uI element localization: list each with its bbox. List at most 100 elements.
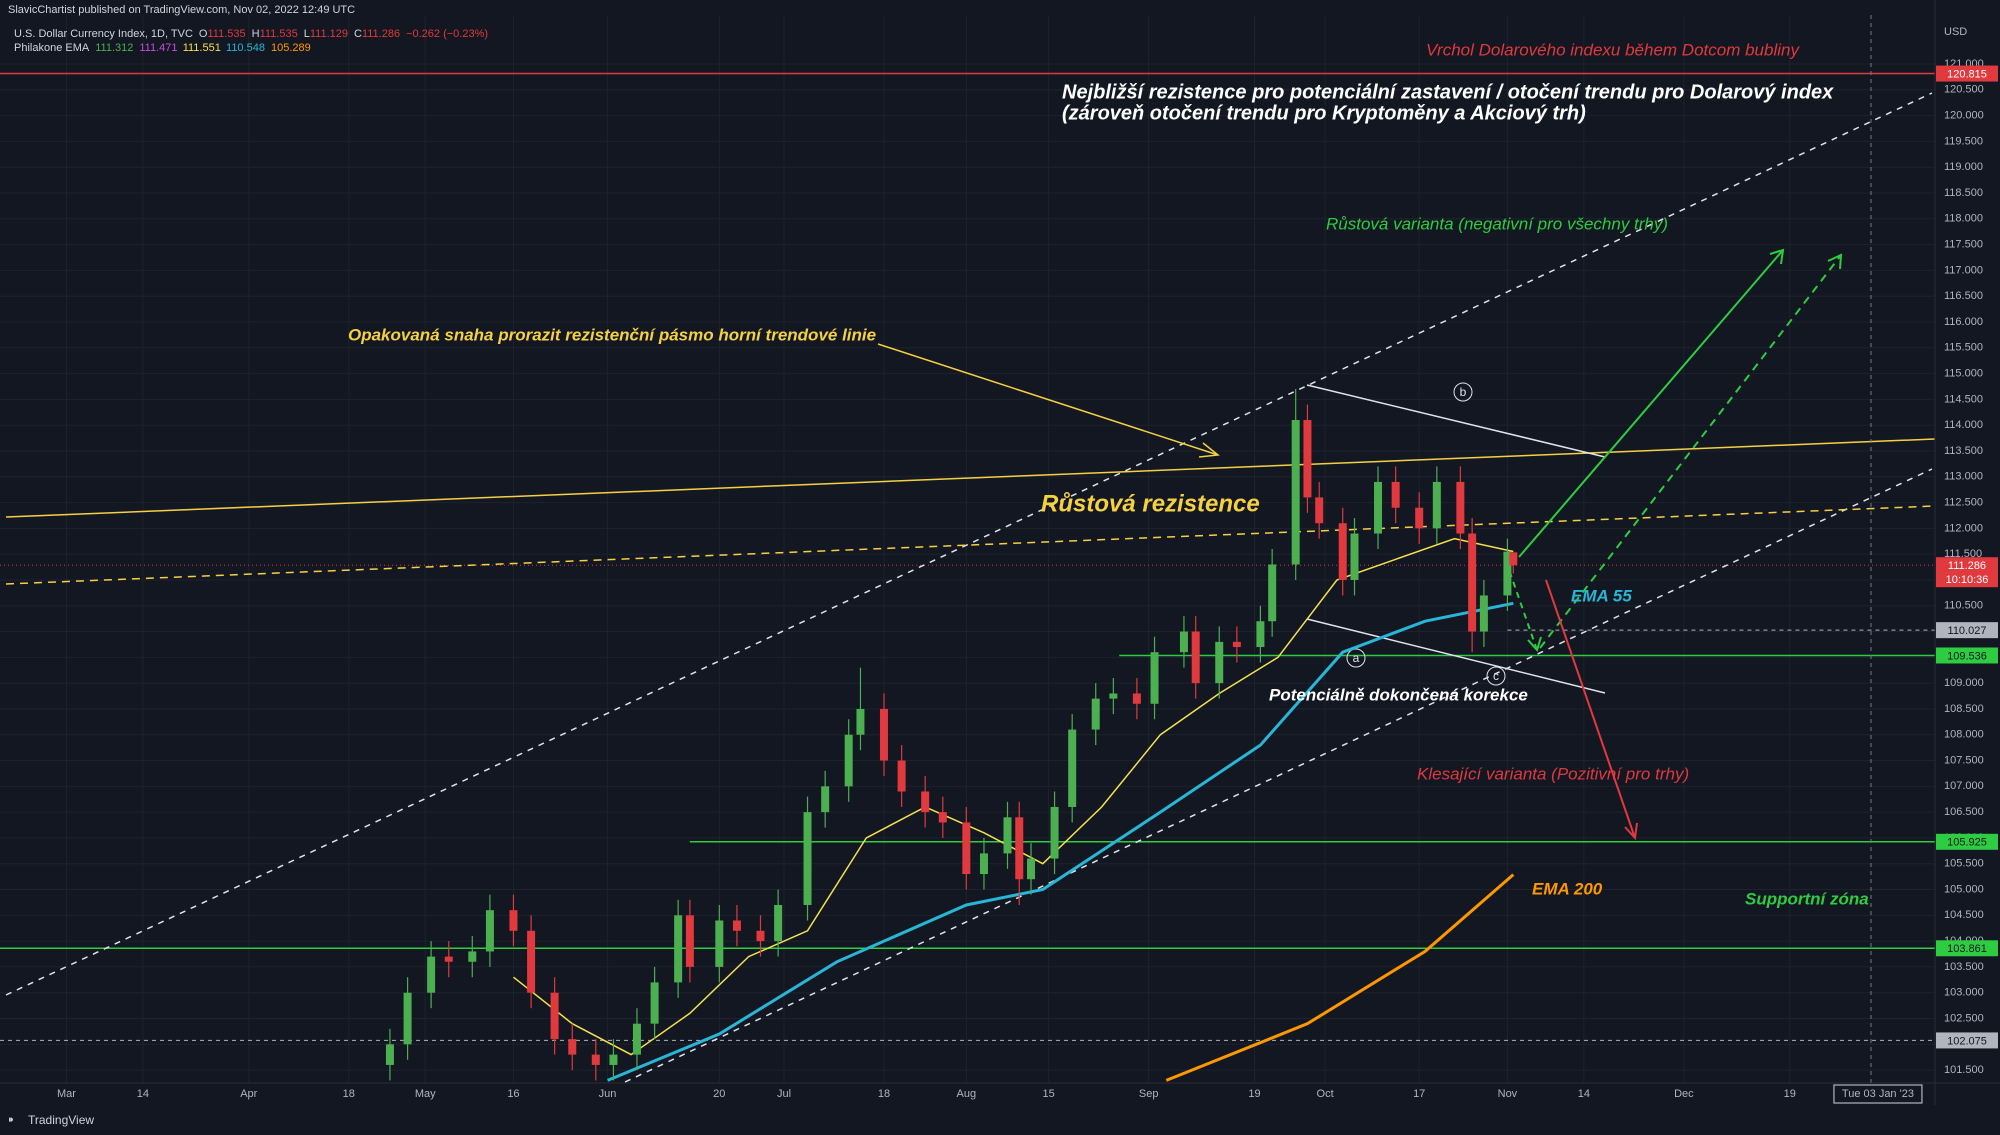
arrow-down [1545, 579, 1636, 839]
candle-body [468, 951, 477, 962]
y-tick-label: 116.500 [1944, 290, 1983, 302]
symbol-legend: U.S. Dollar Currency Index, 1D, TVC O111.… [14, 28, 488, 40]
ema-line [1165, 873, 1515, 1082]
annotation: EMA 55 [1571, 586, 1632, 605]
x-tick-label: Jul [777, 1088, 791, 1100]
candle-body [1027, 858, 1036, 880]
candle-body [856, 708, 865, 735]
level-price-label-box [1936, 647, 1998, 664]
ohlc-value: 111.535 [260, 28, 298, 40]
indicator-value: 111.312 [95, 42, 133, 54]
annotation: (zároveň otočení trendu pro Kryptoměny a… [1062, 102, 1586, 124]
candle-body [509, 910, 518, 931]
ema-line [607, 601, 1514, 1082]
y-tick-label: 107.000 [1944, 780, 1984, 792]
candle-body [609, 1054, 618, 1065]
annotation: Klesající varianta (Pozitivní pro trhy) [1417, 764, 1689, 783]
x-tick-label: Sep [1139, 1088, 1159, 1100]
level-price-label: 109.536 [1947, 650, 1987, 662]
level-price-label-box [1936, 65, 1998, 82]
x-tick-label: Nov [1498, 1088, 1518, 1100]
candle-body [1479, 595, 1488, 632]
indicator: Philakone EMA [14, 42, 90, 54]
y-tick-label: 120.000 [1944, 110, 1984, 122]
annotation: Růstová rezistence [1041, 490, 1260, 517]
y-tick-label: 117.000 [1944, 264, 1983, 276]
y-tick-label: 107.500 [1944, 754, 1984, 766]
arrow-yellow [877, 343, 1219, 456]
current-price-label: 111.286 [1948, 560, 1986, 572]
level-price-label: 110.027 [1948, 625, 1987, 637]
candle-body [1391, 481, 1400, 508]
y-tick-label: 111.500 [1944, 548, 1982, 560]
y-tick-label: 103.500 [1944, 961, 1984, 973]
x-tick-label: 14 [137, 1088, 149, 1100]
x-tick-label: 19 [1248, 1088, 1260, 1100]
y-tick-label: 106.500 [1944, 806, 1984, 818]
y-tick-label: 114.500 [1944, 393, 1983, 405]
arrow-up-dashed [1539, 254, 1842, 649]
candle-body [979, 853, 988, 875]
y-tick-label: 118.000 [1944, 213, 1983, 225]
y-tick-label: 103.000 [1944, 987, 1984, 999]
currency: USD [1944, 26, 1967, 38]
arrow-head [1198, 442, 1220, 458]
candle-body [568, 1039, 577, 1055]
x-tick-label: 19 [1784, 1088, 1796, 1100]
x-tick-label: May [415, 1088, 436, 1100]
x-tick-label: Dec [1674, 1088, 1694, 1100]
x-tick-label: Oct [1317, 1088, 1334, 1100]
crosshair-label: Tue 03 Jan '23 [1842, 1088, 1914, 1100]
candle-body [632, 1023, 641, 1055]
level-price-label-box [1936, 622, 1998, 639]
y-tick-label: 108.500 [1944, 703, 1984, 715]
candle-body [1003, 817, 1012, 854]
indicator-legend: Philakone EMA 111.312 111.471 111.551 110.54… [14, 42, 311, 54]
candle-body [1191, 631, 1200, 684]
candle-body [1268, 564, 1277, 622]
horizontal-lines [0, 72, 1935, 1041]
candle-body [550, 992, 559, 1040]
candle-body [1509, 552, 1518, 566]
candle-body [685, 915, 694, 967]
wedge-bottom [1306, 618, 1606, 694]
candle-body [591, 1054, 600, 1065]
crosshair-box [1833, 1084, 1923, 1104]
x-tick-label: 20 [713, 1088, 725, 1100]
ohlc-key: L [304, 28, 310, 40]
annotation: Supportní zóna [1745, 889, 1869, 908]
x-tick-label: 14 [1578, 1088, 1590, 1100]
candle-body [1132, 693, 1141, 704]
candle-body [1303, 420, 1312, 498]
y-tick-label: 117.500 [1944, 239, 1983, 251]
annotation: Vrchol Dolarového indexu během Dotcom bu… [1426, 40, 1800, 59]
x-tick-label: Mar [57, 1088, 76, 1100]
y-tick-label: 113.500 [1944, 445, 1983, 457]
y-tick-label: 108.000 [1944, 729, 1984, 741]
candle-body [1015, 817, 1024, 880]
candle-body [938, 812, 947, 823]
candle-body [962, 822, 971, 875]
wave-c [1486, 666, 1506, 686]
y-tick-label: 112.500 [1944, 496, 1983, 508]
candle-body [1456, 481, 1465, 534]
y-tick-label: 104.500 [1944, 909, 1984, 921]
arrow-up [1518, 249, 1784, 558]
candle-body [650, 982, 659, 1024]
candle-body [821, 786, 830, 813]
arrow-head [1624, 822, 1638, 841]
arrow-head [1769, 248, 1785, 265]
level-price-label: 120.815 [1947, 68, 1987, 80]
candle-body [1232, 641, 1241, 648]
candle-body [774, 905, 783, 942]
candle-body [1503, 551, 1512, 596]
wedge-top [1306, 384, 1606, 458]
candle-body [1109, 693, 1118, 699]
candle-body [527, 930, 536, 993]
wave-a [1346, 648, 1366, 668]
annotation: EMA 200 [1532, 879, 1603, 898]
resistance-line [5, 438, 1936, 518]
